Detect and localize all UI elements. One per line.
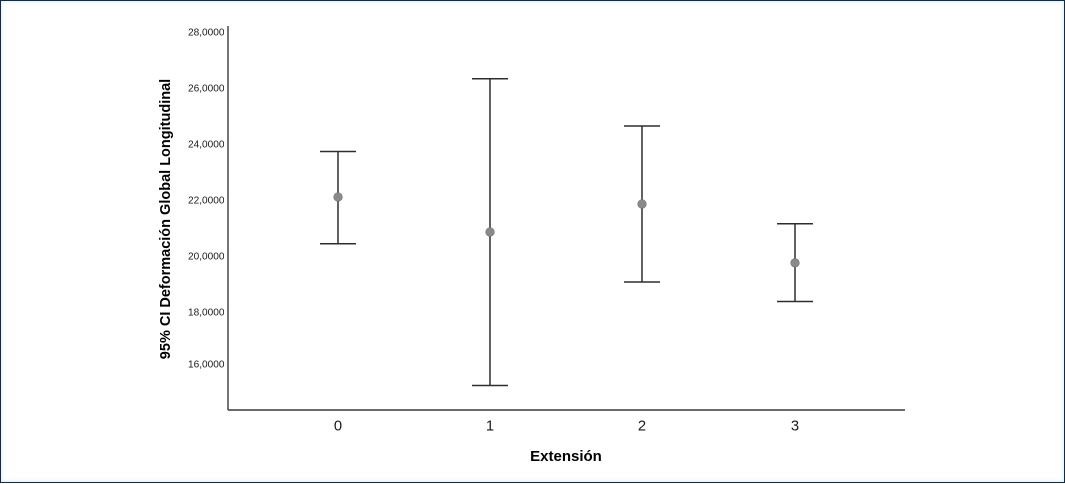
svg-text:20,0000: 20,0000 bbox=[188, 252, 225, 263]
svg-text:0: 0 bbox=[334, 419, 342, 435]
svg-text:16,0000: 16,0000 bbox=[188, 360, 225, 371]
svg-text:28,0000: 28,0000 bbox=[188, 28, 225, 39]
svg-text:95% CI Deformación Global Long: 95% CI Deformación Global Longitudinal bbox=[158, 79, 174, 359]
svg-text:26,0000: 26,0000 bbox=[188, 84, 225, 95]
svg-text:2: 2 bbox=[638, 419, 646, 435]
svg-text:22,0000: 22,0000 bbox=[188, 196, 225, 207]
svg-text:18,0000: 18,0000 bbox=[188, 308, 225, 319]
svg-text:Extensión: Extensión bbox=[530, 448, 602, 465]
svg-text:24,0000: 24,0000 bbox=[188, 140, 225, 151]
svg-text:3: 3 bbox=[791, 419, 799, 435]
svg-text:1: 1 bbox=[486, 419, 494, 435]
